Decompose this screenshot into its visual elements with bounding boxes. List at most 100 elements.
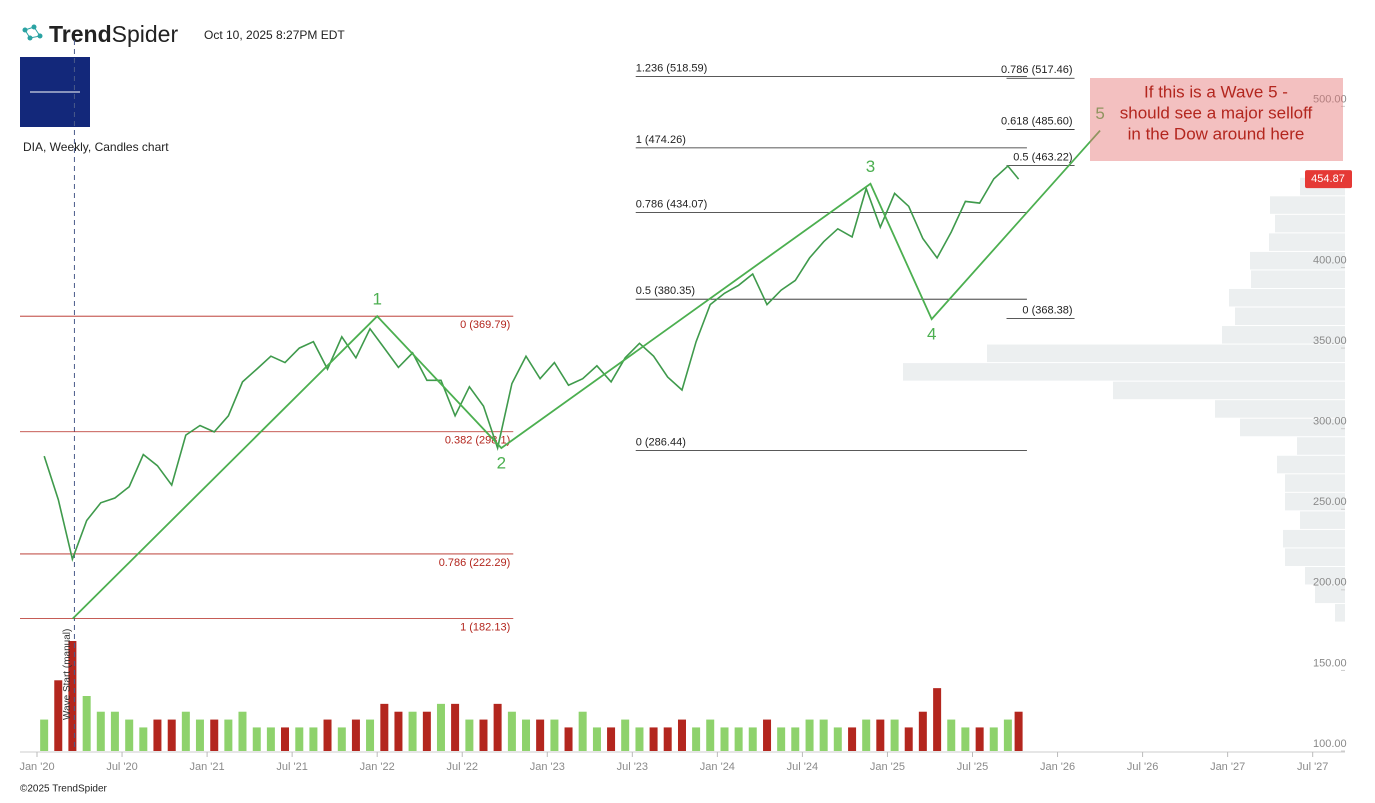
- volume-bar: [748, 727, 757, 751]
- x-tick-label: Jul '21: [276, 761, 307, 773]
- volume-bar: [805, 719, 814, 751]
- volume-bar: [181, 711, 190, 751]
- volume-bar: [663, 727, 672, 751]
- volume-bar: [465, 719, 474, 751]
- volume-profile-bar: [1335, 604, 1345, 622]
- y-tick-label: 300.00: [1313, 416, 1347, 428]
- wave-start-label: Wave Start (manual): [62, 629, 73, 720]
- volume-bar: [366, 719, 375, 751]
- volume-bar: [139, 727, 148, 751]
- fib-label: 1 (474.26): [636, 134, 686, 146]
- volume-bar: [890, 719, 899, 751]
- x-tick-label: Jan '22: [360, 761, 395, 773]
- volume-bar: [692, 727, 701, 751]
- x-tick-label: Jul '22: [447, 761, 478, 773]
- volume-profile-bar: [903, 363, 1345, 381]
- fib-label: 0 (286.44): [636, 436, 686, 448]
- last-price-badge: [1305, 170, 1352, 189]
- volume-profile-bar: [1285, 548, 1345, 566]
- volume-bar: [451, 703, 460, 751]
- fib-label: 1.236 (518.59): [636, 62, 708, 74]
- volume-profile-bar: [1229, 288, 1345, 307]
- wave-label: 4: [927, 325, 936, 344]
- volume-bar: [876, 719, 885, 751]
- volume-bar: [224, 719, 233, 751]
- y-tick-label: 200.00: [1313, 577, 1347, 589]
- annotation-text: should see a major selloff: [1120, 103, 1313, 122]
- volume-bar: [989, 727, 998, 751]
- volume-bar: [153, 719, 162, 751]
- volume-bar: [720, 727, 729, 751]
- fib-label: 0.5 (463.22): [1013, 152, 1072, 164]
- volume-bar: [195, 719, 204, 751]
- volume-profile-bar: [1270, 196, 1345, 214]
- fib-label: 0.618 (485.60): [1001, 115, 1073, 127]
- volume-profile-bar: [1251, 270, 1345, 288]
- volume-bar: [394, 711, 403, 751]
- annotation-box: [1090, 78, 1343, 161]
- volume-bar: [507, 711, 516, 751]
- x-tick-label: Jul '26: [1127, 761, 1158, 773]
- annotation-text: If this is a Wave 5 -: [1144, 82, 1288, 101]
- y-tick-label: 150.00: [1313, 657, 1347, 669]
- x-tick-label: Jul '20: [106, 761, 137, 773]
- fib-label: 0 (369.79): [460, 319, 510, 331]
- x-tick-label: Jul '25: [957, 761, 988, 773]
- volume-profile-bar: [1315, 585, 1345, 604]
- volume-bar: [351, 719, 360, 751]
- volume-bar: [380, 703, 389, 751]
- fib-label: 0 (368.38): [1022, 304, 1072, 316]
- volume-bar: [947, 719, 956, 751]
- x-tick-label: Jan '23: [530, 761, 565, 773]
- volume-profile-bar: [1305, 566, 1345, 585]
- wave-label: 3: [866, 157, 875, 176]
- volume-bar: [436, 703, 445, 751]
- volume-profile-bar: [1235, 307, 1345, 326]
- brand-logo: [22, 24, 43, 41]
- volume-bar: [252, 727, 261, 751]
- volume-bar: [918, 711, 927, 751]
- fib-label: 0.786 (434.07): [636, 199, 708, 211]
- volume-profile-bar: [1285, 492, 1345, 511]
- annotation-text: in the Dow around here: [1128, 124, 1305, 143]
- x-tick-label: Jan '21: [190, 761, 225, 773]
- volume-bar: [493, 703, 502, 751]
- volume-bar: [578, 711, 587, 751]
- volume-bar: [607, 727, 616, 751]
- volume-profile-bar: [1277, 455, 1345, 474]
- volume-bar: [323, 719, 332, 751]
- x-tick-label: Jan '25: [870, 761, 905, 773]
- volume-bar: [975, 727, 984, 751]
- volume-bar: [734, 727, 743, 751]
- brand-b: Spider: [112, 21, 179, 47]
- brand-a: Trend: [49, 21, 112, 47]
- volume-bar: [536, 719, 545, 751]
- volume-bar: [848, 727, 857, 751]
- volume-bar: [933, 688, 942, 751]
- volume-bar: [479, 719, 488, 751]
- volume-bar: [210, 719, 219, 751]
- volume-profile-bar: [1222, 326, 1345, 344]
- chart-label: DIA, Weekly, Candles chart: [23, 140, 169, 154]
- volume-bar: [763, 719, 772, 751]
- volume-bar: [281, 727, 289, 751]
- volume-profile-bar: [1240, 418, 1345, 437]
- volume-bar: [82, 696, 91, 751]
- volume-bar: [238, 711, 247, 751]
- volume-bar: [96, 711, 105, 751]
- volume-profile-bar: [1269, 233, 1345, 251]
- volume-bar: [337, 727, 346, 751]
- x-tick-label: Jul '23: [617, 761, 648, 773]
- volume-bar: [550, 719, 559, 751]
- volume-bar: [309, 727, 318, 751]
- fib-label: 0.5 (380.35): [636, 285, 695, 297]
- volume-profile-bar: [1297, 437, 1345, 455]
- y-tick-label: 400.00: [1313, 254, 1347, 266]
- wave-line: [72, 129, 1101, 620]
- volume-profile-bar: [987, 344, 1345, 363]
- volume-bar: [266, 727, 275, 751]
- y-tick-label: 100.00: [1313, 738, 1347, 750]
- volume-bar: [110, 711, 119, 751]
- x-tick-label: Jul '24: [787, 761, 818, 773]
- y-tick-label: 500.00: [1313, 93, 1347, 105]
